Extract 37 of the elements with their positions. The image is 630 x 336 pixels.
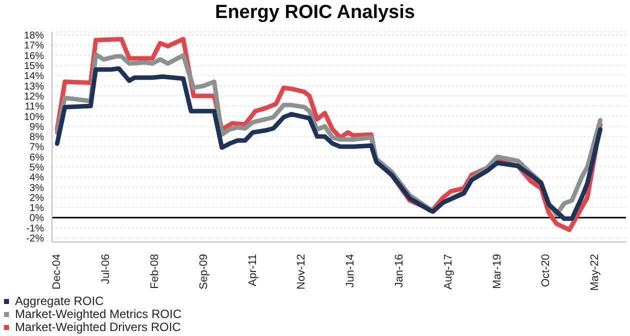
y-tick-label: 9% xyxy=(30,122,44,133)
y-tick-label: 14% xyxy=(24,71,44,82)
x-tick-label: Dec-04 xyxy=(51,254,64,290)
y-tick-label: 2% xyxy=(30,192,44,204)
y-tick-label: 18% xyxy=(24,30,44,42)
y-tick-label: 1% xyxy=(30,203,44,214)
y-tick-label: 15% xyxy=(24,61,44,72)
y-tick-label: 13% xyxy=(24,81,44,92)
legend-label: Aggregate ROIC xyxy=(15,294,104,308)
x-tick-label: Jul-06 xyxy=(100,254,112,284)
x-tick-label: Mar-19 xyxy=(491,254,504,289)
y-tick-label: -2% xyxy=(26,233,44,244)
y-tick-label: 4% xyxy=(30,172,44,184)
y-tick-label: 8% xyxy=(30,132,44,144)
x-tick-label: Jun-14 xyxy=(344,254,357,288)
x-tick-label: Aug-17 xyxy=(442,254,454,290)
y-tick-label: 6% xyxy=(30,152,44,164)
y-tick-label: 10% xyxy=(24,112,44,123)
y-tick-label: 7% xyxy=(30,142,44,154)
legend-label: Market-Weighted Drivers ROIC xyxy=(15,320,181,334)
x-tick-label: Oct-20 xyxy=(540,254,552,288)
y-tick-label: 3% xyxy=(30,182,44,194)
x-tick-label: Nov-12 xyxy=(296,254,308,290)
x-tick-label: May-22 xyxy=(589,254,602,291)
chart-title: Energy ROIC Analysis xyxy=(214,2,416,24)
legend-label: Market-Weighted Metrics ROIC xyxy=(15,307,182,321)
y-tick-label: 5% xyxy=(30,162,44,174)
y-tick-label: 12% xyxy=(24,91,44,102)
y-tick-label: -1% xyxy=(26,223,44,234)
x-tick-label: Sep-09 xyxy=(198,254,210,290)
y-tick-label: 17% xyxy=(24,40,44,52)
y-tick-label: 11% xyxy=(24,102,44,113)
y-tick-label: 16% xyxy=(24,50,44,62)
x-tick-label: Apr-11 xyxy=(246,254,259,286)
x-tick-label: Jan-16 xyxy=(393,254,406,288)
x-tick-label: Feb-08 xyxy=(148,254,161,289)
y-tick-label: 0% xyxy=(30,213,44,224)
